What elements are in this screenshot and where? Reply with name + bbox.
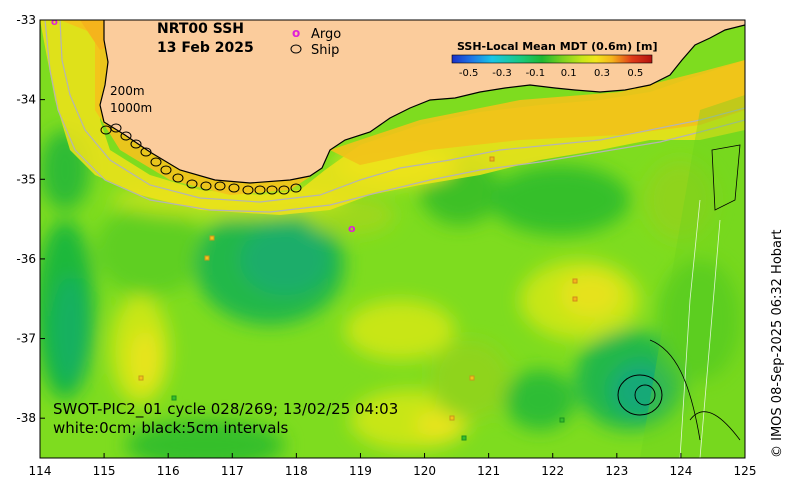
argo-float-marker: o bbox=[51, 17, 58, 28]
ship-marker bbox=[100, 125, 112, 135]
argo-legend-symbol: o bbox=[292, 26, 300, 40]
ship-marker bbox=[278, 185, 290, 195]
argo-float-marker: o bbox=[348, 222, 356, 235]
swot-pass-label: SWOT-PIC2_01 cycle 028/269; 13/02/25 04:… bbox=[53, 400, 398, 419]
colorbar-tick-label: -0.5 bbox=[459, 68, 479, 79]
x-tick-label: 124 bbox=[669, 464, 692, 478]
y-tick-label: -38 bbox=[16, 411, 36, 425]
colorbar: SSH-Local Mean MDT (0.6m) [m] -0.5 -0.3 -0… bbox=[451, 40, 657, 79]
ship-marker bbox=[214, 181, 226, 191]
x-tick-label: 120 bbox=[413, 464, 436, 478]
y-axis: -33 -34 -35 -36 -37 -38 bbox=[16, 13, 45, 425]
ship-marker bbox=[172, 173, 184, 183]
colorbar-tick-label: 0.3 bbox=[594, 68, 610, 79]
x-tick-label: 118 bbox=[285, 464, 308, 478]
map-frame bbox=[39, 19, 746, 459]
contour-interval-label: white:0cm; black:5cm intervals bbox=[53, 419, 289, 437]
colorbar-tick-label: 0.1 bbox=[561, 68, 577, 79]
x-tick-label: 121 bbox=[477, 464, 500, 478]
argo-legend-label: Argo bbox=[311, 27, 341, 42]
x-tick-label: 119 bbox=[349, 464, 372, 478]
x-tick-label: 114 bbox=[29, 464, 52, 478]
colorbar-ramp bbox=[451, 54, 653, 64]
product-date: 13 Feb 2025 bbox=[157, 40, 254, 56]
ship-marker bbox=[290, 183, 302, 193]
isobath-1000m-label: 1000m bbox=[110, 101, 152, 115]
x-tick-label: 116 bbox=[157, 464, 180, 478]
map-area[interactable]: o o NRT00 SSH 13 Feb 2025 o Argo Ship 20… bbox=[35, 17, 745, 470]
ship-legend-label: Ship bbox=[311, 43, 339, 58]
x-tick-label: 115 bbox=[93, 464, 116, 478]
y-tick-label: -33 bbox=[16, 13, 36, 27]
x-tick-label: 117 bbox=[221, 464, 244, 478]
y-tick-label: -36 bbox=[16, 252, 36, 266]
y-tick-label: -34 bbox=[16, 93, 36, 107]
ship-marker bbox=[228, 183, 240, 193]
ship-marker bbox=[130, 139, 142, 149]
colorbar-tick-label: -0.1 bbox=[526, 68, 546, 79]
ship-marker bbox=[160, 165, 172, 175]
ship-marker bbox=[242, 185, 254, 195]
ship-marker bbox=[150, 157, 162, 167]
ship-marker bbox=[110, 123, 122, 133]
colorbar-tick-label: 0.5 bbox=[627, 68, 643, 79]
ship-marker bbox=[266, 185, 278, 195]
isobath-200m-label: 200m bbox=[110, 84, 145, 98]
colorbar-title: SSH-Local Mean MDT (0.6m) [m] bbox=[457, 40, 657, 53]
colorbar-tick-label: -0.3 bbox=[492, 68, 512, 79]
y-tick-label: -37 bbox=[16, 332, 36, 346]
ship-marker bbox=[186, 179, 198, 189]
x-axis: 114 115 116 117 118 119 120 121 122 123 124 125 bbox=[29, 453, 757, 478]
ship-marker bbox=[120, 131, 132, 141]
y-tick-label: -35 bbox=[16, 172, 36, 186]
x-tick-label: 125 bbox=[734, 464, 757, 478]
credit-text: © IMOS 08-Sep-2025 06:32 Hobart bbox=[770, 230, 785, 458]
ship-marker bbox=[140, 147, 152, 157]
ship-legend-symbol bbox=[290, 44, 302, 54]
ship-marker bbox=[254, 185, 266, 195]
isobath-200m bbox=[59, 20, 745, 203]
float-markers bbox=[138, 156, 578, 441]
product-title: NRT00 SSH bbox=[157, 21, 244, 37]
isobath-1000m bbox=[44, 20, 745, 213]
ship-marker bbox=[200, 181, 212, 191]
ssh-field bbox=[40, 130, 740, 458]
x-tick-label: 122 bbox=[541, 464, 564, 478]
x-tick-label: 123 bbox=[605, 464, 628, 478]
ship-track bbox=[100, 123, 302, 195]
